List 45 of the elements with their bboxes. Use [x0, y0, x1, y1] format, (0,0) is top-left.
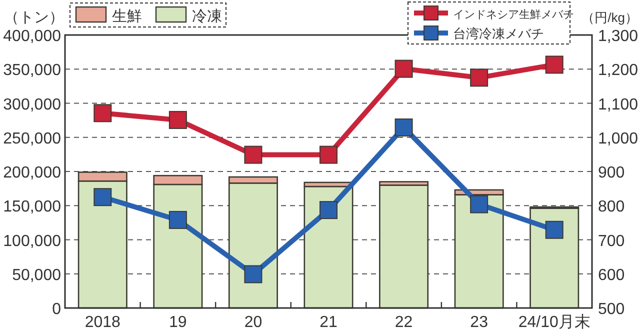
- point: [394, 118, 413, 136]
- point: [470, 68, 488, 87]
- point: [320, 146, 338, 164]
- y2-tick-label: 1,200: [598, 62, 638, 80]
- y-tick-label: 350,000: [3, 62, 62, 80]
- x-tick-label: 19: [169, 314, 187, 330]
- y-tick-label: 250,000: [3, 130, 62, 148]
- y2-tick-label: 500: [598, 301, 625, 318]
- point: [94, 188, 112, 206]
- y-tick-label: 400,000: [3, 28, 62, 45]
- x-tick-label: 24/10月末: [518, 313, 590, 330]
- x-tick-label: 2018: [84, 314, 121, 330]
- point: [244, 265, 262, 284]
- y2-tick-label: 600: [598, 266, 625, 284]
- x-tick-label: 21: [320, 314, 338, 330]
- y2-tick-label: 900: [598, 164, 625, 182]
- y-tick-label: 300,000: [3, 96, 62, 114]
- y2-tick-label: 1,300: [598, 28, 638, 45]
- point: [545, 56, 564, 74]
- point: [94, 104, 112, 122]
- legend-label: 冷凍: [192, 8, 222, 25]
- point: [320, 201, 338, 220]
- point: [168, 210, 187, 229]
- x-tick-label: 22: [394, 314, 413, 330]
- point: [545, 220, 564, 239]
- x-tick-label: 23: [470, 314, 488, 330]
- y2-tick-label: 800: [598, 198, 625, 216]
- y-axis-title: （トン）: [4, 9, 64, 26]
- y2-tick-label: 700: [598, 232, 625, 250]
- y-tick-label: 50,000: [12, 266, 62, 284]
- y-tick-label: 0: [52, 301, 62, 318]
- y-tick-label: 200,000: [3, 164, 62, 182]
- point: [470, 195, 488, 214]
- point: [244, 146, 262, 164]
- y2-axis-title: （円/kg）: [582, 10, 638, 25]
- legend-label: インドネシア生鮮メバチ: [453, 8, 574, 21]
- point: [168, 110, 187, 129]
- y-tick-label: 150,000: [3, 198, 62, 216]
- y2-tick-label: 1,000: [598, 130, 638, 148]
- legend-label: 台湾冷凍メバチ: [453, 26, 544, 41]
- point: [394, 60, 413, 78]
- y2-tick-label: 1,100: [598, 96, 638, 114]
- x-tick-label: 20: [244, 314, 262, 330]
- legend-label: 生鮮: [112, 8, 142, 25]
- y-tick-label: 100,000: [3, 232, 62, 250]
